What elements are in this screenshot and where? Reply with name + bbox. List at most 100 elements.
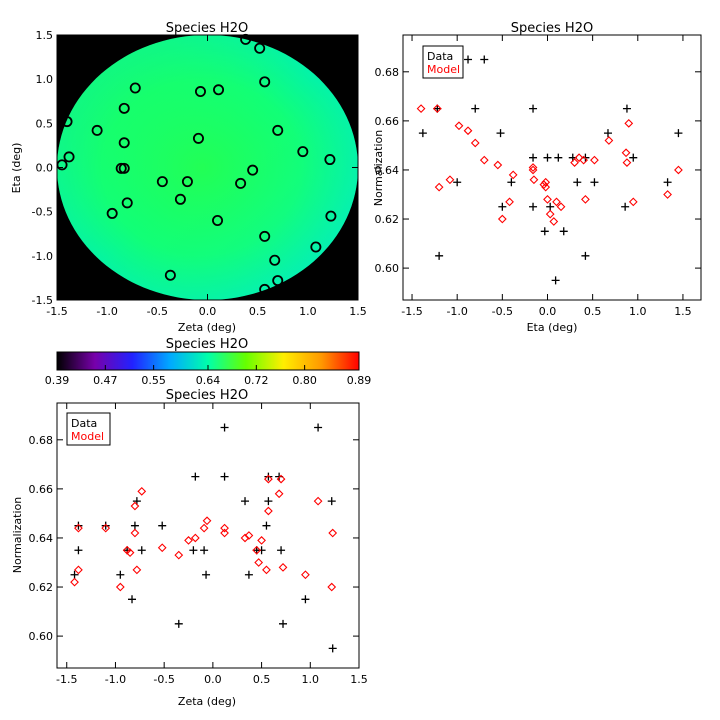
map-point xyxy=(106,207,118,219)
zeta-model-point xyxy=(74,565,83,575)
eta-model-point xyxy=(663,190,672,199)
colorbar-tick-label: 0.89 xyxy=(347,374,372,387)
colorbar-panel: Species H2O 0.39 0.47 0.55 0.64 0.72 0.80 0.89 xyxy=(45,337,372,387)
map-point xyxy=(324,154,336,166)
eta-panel: Species H2O -1.5 -1.0 -0.5 0.0 0.5 1.0 1.5 0.6… xyxy=(372,21,702,334)
zeta-y-tick-label: 0.60 xyxy=(29,630,54,643)
eta-data-point xyxy=(529,104,538,113)
eta-model-point xyxy=(624,118,634,128)
zeta-x-tick-label: 1.5 xyxy=(350,673,368,686)
zeta-ylabel: Normalization xyxy=(11,497,24,573)
eta-model-point xyxy=(570,158,579,167)
eta-x-tick-label: -0.5 xyxy=(492,305,513,318)
zeta-model-point xyxy=(137,486,147,496)
eta-model-point xyxy=(604,136,614,145)
eta-model-point xyxy=(528,163,538,172)
zeta-model-point xyxy=(130,528,140,538)
zeta-data-point xyxy=(130,521,139,530)
eta-data-point xyxy=(418,129,427,138)
eta-data-point xyxy=(663,178,672,187)
zeta-x-tick-label: 0.5 xyxy=(253,673,271,686)
eta-model-point xyxy=(528,165,538,175)
zeta-x-tick-label: -0.5 xyxy=(153,673,174,686)
map-x-axis: -1.5 -1.0 -0.5 0.0 0.5 1.0 1.5 xyxy=(46,35,367,318)
eta-frame xyxy=(402,34,702,301)
zeta-model-point xyxy=(202,516,212,526)
eta-y-tick-label: 0.68 xyxy=(375,66,400,79)
eta-model-point xyxy=(463,126,473,136)
map-point xyxy=(212,214,224,226)
zeta-data-point xyxy=(189,546,198,555)
zeta-data-point xyxy=(277,546,286,555)
eta-model-point xyxy=(674,165,683,175)
map-point xyxy=(121,197,133,209)
map-point xyxy=(63,151,75,163)
map-x-tick-label: -1.5 xyxy=(46,305,67,318)
zeta-data-point xyxy=(328,644,337,653)
map-point xyxy=(259,283,271,295)
zeta-data-point xyxy=(264,497,273,506)
zeta-data-point xyxy=(220,472,229,481)
eta-model-point xyxy=(574,153,584,163)
zeta-data-point xyxy=(327,497,336,506)
zeta-model-point xyxy=(70,577,79,587)
eta-data-point xyxy=(551,276,560,285)
zeta-model-point xyxy=(184,536,193,545)
eta-legend-data: Data xyxy=(427,50,453,63)
eta-model-point xyxy=(479,155,489,165)
zeta-model-point xyxy=(74,523,83,533)
eta-x-tick-label: -1.5 xyxy=(401,305,422,318)
zeta-data-point xyxy=(101,521,110,530)
map-point xyxy=(129,82,141,94)
colorbar-tick-label: 0.39 xyxy=(45,374,70,387)
zeta-model-point xyxy=(257,536,266,545)
zeta-model-point xyxy=(220,523,229,533)
map-x-tick-label: -0.5 xyxy=(147,305,168,318)
zeta-model-point xyxy=(174,550,184,560)
map-point xyxy=(213,84,225,96)
map-points xyxy=(56,33,337,295)
zeta-data-point xyxy=(128,595,137,604)
zeta-x-tick-label: 1.0 xyxy=(302,673,320,686)
eta-data-point xyxy=(529,202,538,211)
zeta-data-point xyxy=(191,472,200,481)
zeta-data-point xyxy=(314,423,323,432)
eta-model-point xyxy=(454,121,464,131)
zeta-model-point xyxy=(274,489,284,499)
eta-x-tick-label: 1.5 xyxy=(674,305,692,318)
eta-data-point xyxy=(581,251,590,260)
zeta-model-point xyxy=(101,523,111,533)
map-y-axis: -1.5 -1.0 -0.5 0.0 0.5 1.0 1.5 xyxy=(32,29,358,307)
zeta-model-point xyxy=(132,565,142,575)
zeta-data-point xyxy=(70,570,79,579)
eta-model-point xyxy=(445,175,455,185)
map-point xyxy=(259,76,271,88)
zeta-model-point xyxy=(327,582,337,592)
map-x-tick-label: 1.5 xyxy=(349,305,367,318)
eta-data-point xyxy=(540,227,549,236)
zeta-legend-model: Model xyxy=(71,430,104,443)
map-y-tick-label: -1.5 xyxy=(32,294,53,307)
map-y-tick-label: -0.5 xyxy=(32,206,53,219)
eta-model-point xyxy=(579,155,588,165)
colorbar-ticks: 0.39 0.47 0.55 0.64 0.72 0.80 0.89 xyxy=(45,365,372,387)
map-point xyxy=(156,176,168,188)
zeta-points xyxy=(70,423,338,653)
eta-xlabel: Eta (deg) xyxy=(527,321,578,334)
eta-data-point xyxy=(603,129,612,138)
map-point xyxy=(118,102,130,114)
eta-model-point xyxy=(541,177,551,187)
map-point xyxy=(272,275,284,287)
eta-data-point xyxy=(453,178,462,187)
eta-y-axis: 0.60 0.62 0.64 0.66 0.68 xyxy=(375,66,701,275)
map-point xyxy=(310,241,322,253)
eta-model-point xyxy=(545,209,555,219)
eta-data-point xyxy=(507,178,516,187)
map-x-tick-label: 0.0 xyxy=(199,305,217,318)
eta-data-point xyxy=(471,104,480,113)
map-title: Species H2O xyxy=(166,21,248,36)
eta-model-point xyxy=(434,182,444,192)
eta-y-tick-label: 0.66 xyxy=(375,115,400,128)
zeta-model-point xyxy=(264,474,273,484)
zeta-data-point xyxy=(137,546,146,555)
